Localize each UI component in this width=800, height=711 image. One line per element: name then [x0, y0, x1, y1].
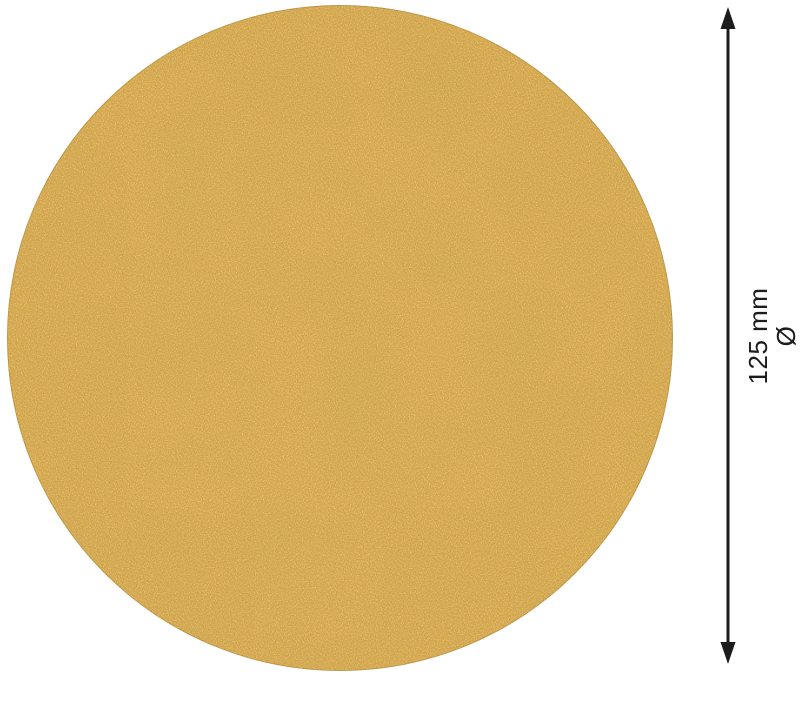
dimension-label: 125 mm Ø: [743, 276, 800, 396]
dimension-value: 125 mm: [743, 287, 773, 385]
diameter-arrow-icon: [720, 7, 736, 664]
disc-edge: [7, 5, 673, 671]
dimension-arrowhead-bottom: [720, 642, 736, 664]
diameter-symbol: Ø: [771, 325, 800, 347]
dimension-arrowhead-top: [720, 7, 736, 29]
